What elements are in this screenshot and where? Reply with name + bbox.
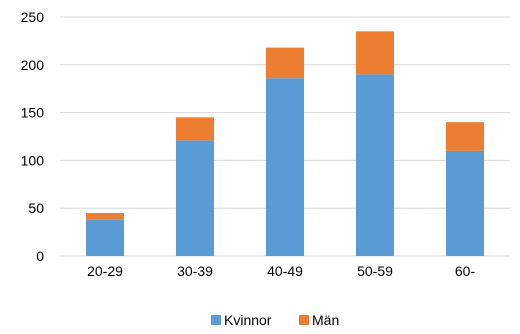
legend-label: Kvinnor: [224, 312, 272, 328]
x-tick-label: 50-59: [357, 263, 393, 279]
bar-kvinnor-60-: [446, 150, 484, 256]
x-tick-label: 60-: [455, 263, 476, 279]
bars: [86, 31, 484, 257]
bar-kvinnor-50-59: [356, 74, 394, 256]
bar-kvinnor-30-39: [176, 140, 214, 256]
bar-kvinnor-20-29: [86, 219, 124, 256]
x-axis-tick-labels: 20-29 30-39 40-49 50-59 60-: [87, 263, 475, 279]
bar-m-n-30-39: [176, 117, 214, 141]
bar-m-n-40-49: [266, 47, 304, 79]
y-tick-label: 100: [21, 152, 45, 168]
x-tick-label: 40-49: [267, 263, 303, 279]
legend-swatch: [299, 315, 309, 325]
y-tick-label: 150: [21, 105, 45, 121]
x-tick-label: 30-39: [177, 263, 213, 279]
legend-label: Män: [312, 312, 339, 328]
y-axis-tick-labels: 0 50 100 150 200 250: [21, 9, 45, 264]
y-tick-label: 0: [36, 248, 44, 264]
x-tick-label: 20-29: [87, 263, 123, 279]
legend-swatch: [211, 315, 221, 325]
bar-m-n-60-: [446, 122, 484, 151]
bar-kvinnor-40-49: [266, 78, 304, 257]
bar-m-n-20-29: [86, 212, 124, 220]
y-tick-label: 50: [28, 200, 44, 216]
y-tick-label: 200: [21, 57, 45, 73]
y-tick-label: 250: [21, 9, 45, 25]
bar-m-n-50-59: [356, 31, 394, 75]
legend: Kvinnor Män: [211, 312, 339, 328]
